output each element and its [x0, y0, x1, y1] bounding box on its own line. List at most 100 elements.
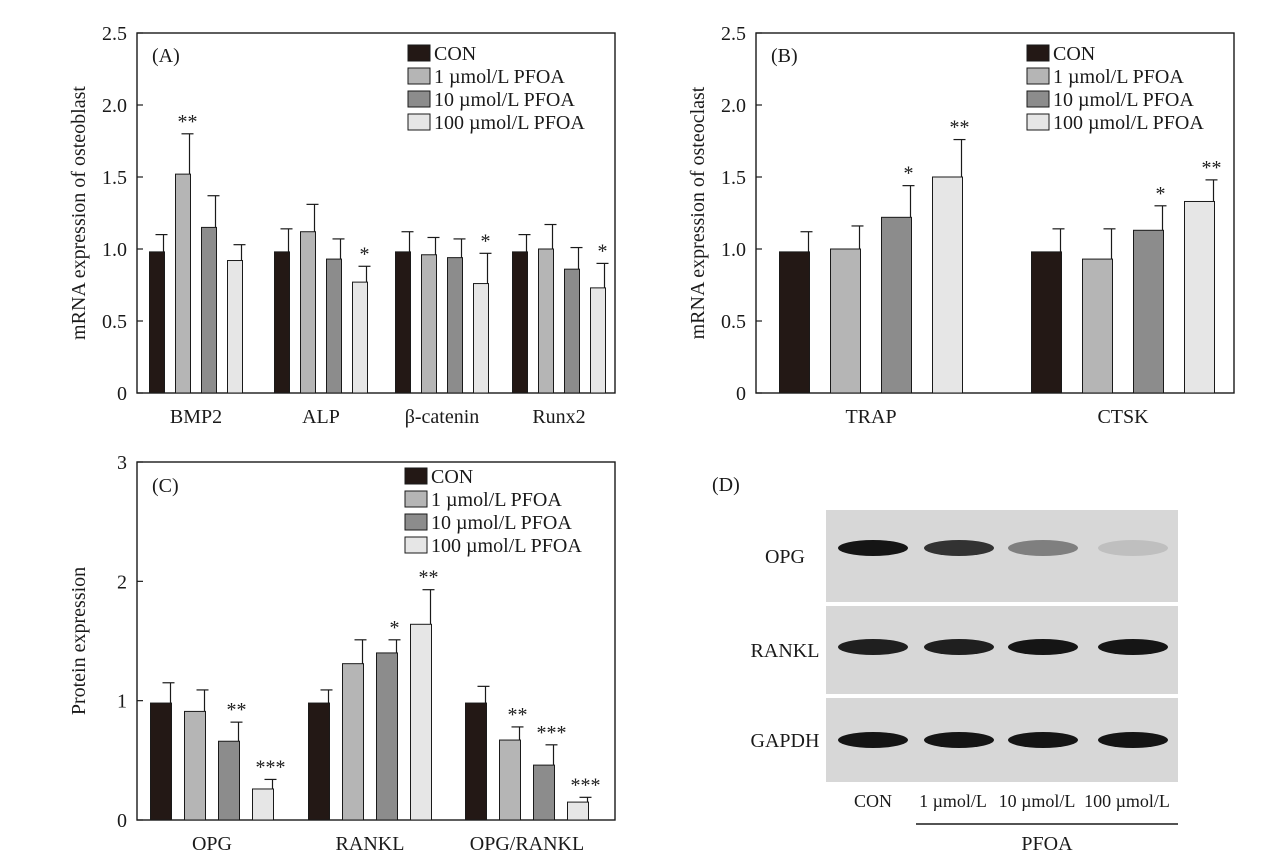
bar [1082, 258, 1113, 394]
bar [932, 176, 963, 394]
bar [1031, 251, 1062, 394]
legend-swatch [407, 90, 431, 108]
significance-mark: * [598, 240, 608, 262]
bar [252, 788, 274, 821]
blot-row-label: RANKL [751, 640, 820, 662]
bar [533, 764, 555, 821]
chart-panel-1: 0 0.5 1.0 1.5 2.0 2.5 mRNA expression of osteo… [68, 23, 616, 428]
y-tick-label: 0 [736, 383, 746, 405]
bar [308, 702, 330, 821]
legend-swatch [407, 113, 431, 131]
y-tick-label: 0 [117, 383, 127, 405]
x-tick-label: Runx2 [532, 406, 585, 428]
legend-swatch [1026, 113, 1050, 131]
legend-swatch [404, 536, 428, 554]
protein-band [838, 540, 908, 556]
legend-swatch [1026, 90, 1050, 108]
bar [567, 801, 589, 821]
bar [473, 283, 489, 394]
y-tick-label: 1.0 [721, 239, 746, 261]
significance-mark: * [360, 243, 370, 265]
significance-mark: *** [537, 722, 567, 744]
panel-label: (D) [712, 474, 740, 496]
legend-swatch [1026, 67, 1050, 85]
bar [300, 231, 316, 394]
bar [1133, 229, 1164, 394]
significance-mark: ** [950, 117, 970, 139]
bar [352, 281, 368, 394]
x-tick-label: ALP [302, 406, 340, 428]
lane-label: 10 µmol/L [999, 791, 1076, 811]
chart-panel-2: 0 0.5 1.0 1.5 2.0 2.5 mRNA expression of osteo… [687, 23, 1235, 428]
y-tick-label: 1.0 [102, 239, 127, 261]
lane-label: 100 µmol/L [1084, 791, 1170, 811]
x-tick-label: RANKL [336, 833, 405, 855]
protein-band [1098, 732, 1168, 748]
bar [779, 251, 810, 394]
western-blot-panel: (D) OPG RANKL GAPDH CON 1 µmol/L 10 µmol/L 100 … [712, 474, 1178, 855]
y-tick-label: 1.5 [102, 167, 127, 189]
blot-row-label: OPG [765, 546, 805, 568]
legend-label: 10 µmol/L PFOA [1053, 89, 1194, 111]
legend-swatch [1026, 44, 1050, 62]
legend-label: CON [431, 466, 473, 488]
y-tick-label: 0.5 [102, 311, 127, 333]
significance-mark: ** [419, 567, 439, 589]
protein-band [1098, 540, 1168, 556]
legend-label: 100 µmol/L PFOA [434, 112, 585, 134]
bar [830, 248, 861, 394]
y-tick-label: 2 [117, 571, 127, 593]
bar [538, 248, 554, 394]
protein-band [1098, 639, 1168, 655]
y-tick-label: 2.5 [721, 23, 746, 45]
protein-band [1008, 732, 1078, 748]
panel-label: (A) [152, 45, 180, 67]
y-tick-label: 0.5 [721, 311, 746, 333]
legend-label: 100 µmol/L PFOA [431, 535, 582, 557]
x-tick-label: β-catenin [405, 406, 480, 428]
bar [447, 257, 463, 394]
bar [590, 287, 606, 394]
blot-row-label: GAPDH [751, 730, 820, 752]
y-tick-label: 2.0 [102, 95, 127, 117]
bar [395, 251, 411, 394]
bar [342, 663, 364, 821]
bar [881, 216, 912, 394]
y-axis-label: mRNA expression of osteoclast [687, 86, 709, 339]
y-axis-label: Protein expression [68, 567, 90, 715]
blot-strip [826, 510, 1178, 602]
bar [1184, 200, 1215, 394]
plot-frame [136, 32, 616, 394]
x-tick-label: TRAP [845, 406, 896, 428]
bar [326, 258, 342, 394]
y-tick-label: 1 [117, 691, 127, 713]
plot-frame [755, 32, 1235, 394]
y-tick-label: 2.5 [102, 23, 127, 45]
protein-band [838, 639, 908, 655]
bar [218, 740, 240, 821]
x-tick-label: BMP2 [170, 406, 222, 428]
bar [227, 260, 243, 394]
bar [564, 268, 580, 394]
significance-mark: ** [508, 704, 528, 726]
y-tick-label: 0 [117, 810, 127, 832]
legend-label: 10 µmol/L PFOA [431, 512, 572, 534]
lane-label: CON [854, 791, 892, 811]
significance-mark: ** [227, 699, 247, 721]
lane-label: 1 µmol/L [919, 791, 987, 811]
protein-band [924, 732, 994, 748]
legend-label: CON [434, 43, 476, 65]
significance-mark: * [1156, 183, 1166, 205]
bar [274, 251, 290, 394]
legend-swatch [407, 67, 431, 85]
protein-band [924, 639, 994, 655]
protein-band [924, 540, 994, 556]
significance-mark: *** [571, 774, 601, 796]
legend-swatch [404, 467, 428, 485]
significance-mark: * [481, 230, 491, 252]
bar [201, 226, 217, 394]
